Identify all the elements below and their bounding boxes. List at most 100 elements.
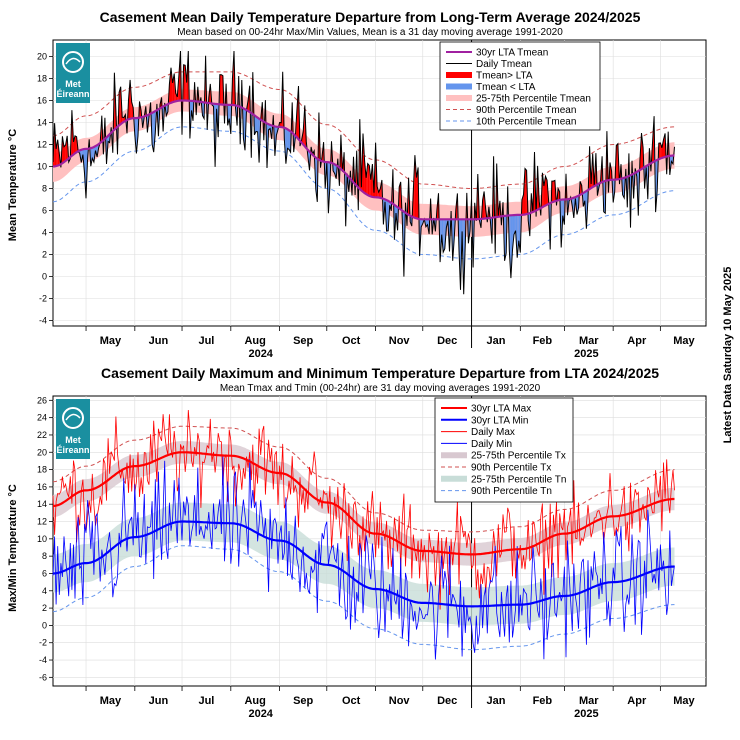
x-month-label: May [673,335,695,347]
tmean-above-lta-fill [641,133,644,170]
x-month-label: Jun [149,335,169,347]
p10-line [52,126,675,260]
tmean-below-lta-fill [655,159,658,213]
y-tick-label: 4 [42,228,47,238]
x-year-label: 2024 [248,348,273,360]
legend-entry: Daily Min [471,439,512,450]
tmean-below-lta-fill [152,112,154,153]
tmean-below-lta-fill [603,180,606,214]
y-tick-label: 6 [42,568,47,578]
tmean-below-lta-fill [504,215,507,261]
legend-entry: 10th Percentile Tmean [476,117,576,128]
chart-1-title: Casement Mean Daily Temperature Departur… [100,9,641,25]
legend-entry: Daily Tmean [476,59,532,70]
tmean-below-lta-fill [517,214,519,258]
y-tick-label: 26 [37,395,47,405]
x-month-label: Oct [342,335,361,347]
tmean-above-lta-fill [616,143,618,180]
y-tick-label: -2 [39,638,47,648]
y-tick-label: 0 [42,620,47,630]
y-tick-label: -4 [39,655,47,665]
tmean-above-lta-fill [62,136,65,164]
latest-data-label: Latest Data Saturday 10 May 2025 [722,267,734,444]
logo-swirl-detail [65,57,81,65]
tmean-below-lta-fill [562,199,565,225]
tmean-below-lta-fill [255,116,258,132]
y-tick-label: 10 [37,162,47,172]
x-month-label: Sep [293,335,313,347]
logo-swirl-icon [62,51,84,73]
tmean-above-lta-fill [75,135,77,154]
y-tick-label: 16 [37,482,47,492]
x-month-label: Dec [437,695,457,707]
legend-entry: 25-75th Percentile Tn [471,474,566,485]
legend-entry: 25-75th Percentile Tmean [476,94,591,105]
tmean-below-lta-fill [90,147,93,167]
tmean-above-lta-fill [171,67,173,103]
y-tick-label: 6 [42,206,47,216]
y-tick-label: 18 [37,74,47,84]
legend-entry: Tmean < LTA [476,82,536,93]
x-month-label: Jun [149,695,169,707]
tmean-below-lta-fill [289,130,291,153]
x-month-label: Feb [533,335,553,347]
y-tick-label: -2 [39,294,47,304]
x-month-label: Nov [389,695,411,707]
y-tick-label: -6 [39,672,47,682]
legend-entry: 30yr LTA Min [471,415,528,426]
tmean-above-lta-fill [545,176,548,206]
logo-swirl-icon [62,407,84,429]
logo-text-eireann: Éireann [56,89,89,99]
legend-entry: 30yr LTA Tmean [476,48,548,59]
tmean-above-lta-fill [551,181,554,203]
legend-entry: Daily Max [471,427,515,438]
tmean-above-lta-fill [525,168,527,215]
tmean-below-lta-fill [285,128,288,164]
logo-text-eireann: Éireann [56,445,89,455]
y-tick-label: 22 [37,430,47,440]
x-month-label: May [673,695,695,707]
y-tick-label: -4 [39,316,47,326]
x-month-label: Jan [486,695,505,707]
tmean-above-lta-fill [367,163,370,196]
tmean-below-lta-fill [287,129,290,150]
chart-2-subtitle: Mean Tmax and Tmin (00-24hr) are 31 day … [220,383,541,394]
tmean-above-lta-fill [542,172,544,208]
lta-min-line [52,520,675,608]
x-month-label: Feb [533,695,553,707]
x-month-label: Sep [293,695,313,707]
x-month-label: May [100,335,122,347]
chart-1-ylabel: Mean Temperature °C [7,129,19,241]
tmean-above-lta-fill [661,139,664,158]
tmean-below-lta-fill [166,104,168,116]
tmean-above-lta-fill [414,155,417,219]
logo-text-met: Met [65,435,81,445]
logo-swirl-detail [65,413,81,421]
y-tick-label: 2 [42,603,47,613]
legend-entry: Tmean> LTA [476,71,533,82]
tmean-below-lta-fill [410,215,412,227]
x-month-label: Dec [437,335,457,347]
x-month-label: Mar [579,335,599,347]
x-month-label: Aug [244,335,265,347]
tmean-above-lta-fill [416,167,419,219]
y-tick-label: 16 [37,96,47,106]
p90-tx-line [52,425,675,533]
chart-2-ylabel: Max/Min Temperature °C [7,484,19,612]
x-month-label: Aug [244,695,265,707]
tmean-below-lta-fill [443,219,445,253]
tmean-below-lta-fill [510,215,513,279]
y-tick-label: 10 [37,534,47,544]
tmean-above-lta-fill [131,101,134,119]
tmean-above-lta-fill [553,180,555,202]
p90-tn-line [52,545,675,651]
x-year-label: 2025 [574,348,598,360]
legend-box [434,397,574,503]
tmean-below-lta-fill [254,115,256,135]
y-tick-label: 2 [42,250,47,260]
lta-max-line [53,451,675,556]
y-tick-label: 14 [37,499,47,509]
chart-1-subtitle: Mean based on 00-24hr Max/Min Values, Me… [177,27,563,38]
